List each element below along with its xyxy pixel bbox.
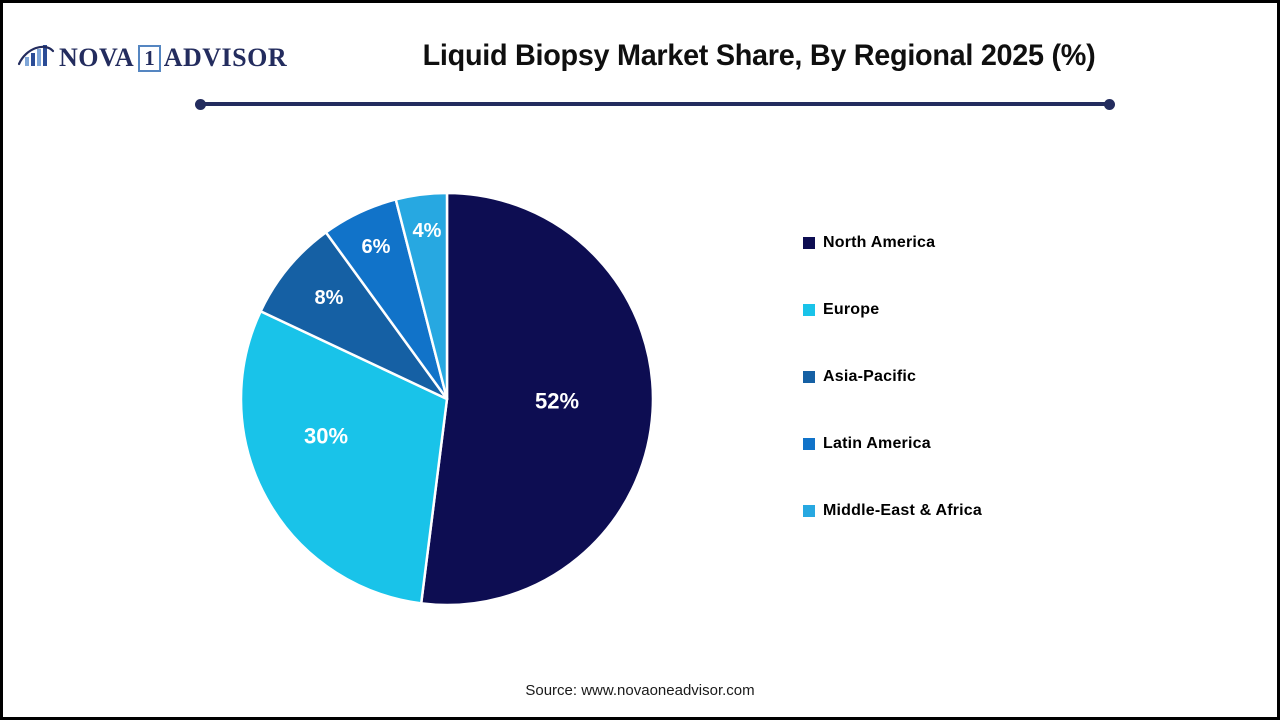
- logo-text-advisor: ADVISOR: [163, 43, 288, 72]
- legend-item-asia-pacific: Asia-Pacific: [803, 366, 982, 388]
- legend-item-north-america: North America: [803, 232, 982, 254]
- pie-slice-middle-east-africa: [394, 191, 449, 401]
- pie-chart: 52% 30% 8% 6% 4%: [227, 179, 667, 619]
- legend-item-latin-america: Latin America: [803, 433, 982, 455]
- pie-slice-asia-pacific: [259, 231, 449, 401]
- pie-slice-value-middle-east-africa: 4%: [413, 220, 442, 242]
- legend-swatch-north-america: [803, 237, 815, 249]
- chart-legend: North America Europe Asia-Pacific Latin Ame…: [803, 232, 982, 567]
- source-attribution: Source: www.novaoneadvisor.com: [525, 682, 755, 699]
- pie-slice-value-latin-america: 6%: [362, 236, 391, 258]
- title-divider-line: [200, 102, 1113, 106]
- legend-label-north-america: North America: [823, 234, 936, 251]
- legend-swatch-asia-pacific: [803, 371, 815, 383]
- pie-slice-value-europe: 30%: [304, 424, 348, 449]
- legend-swatch-latin-america: [803, 438, 815, 450]
- legend-swatch-europe: [803, 304, 815, 316]
- legend-label-europe: Europe: [823, 301, 880, 318]
- legend-label-latin-america: Latin America: [823, 435, 931, 452]
- legend-swatch-middle-east-africa: [803, 505, 815, 517]
- logo-text-nova: NOVA: [59, 43, 135, 72]
- bar-chart-swoosh-icon: [17, 40, 55, 77]
- logo-badge-one: 1: [138, 44, 161, 72]
- pie-slice-north-america: [419, 191, 655, 607]
- nova-one-advisor-logo: NOVA 1 ADVISOR: [17, 41, 287, 75]
- divider-dot-left: [195, 99, 206, 110]
- divider-dot-right: [1104, 99, 1115, 110]
- legend-label-middle-east-africa: Middle-East & Africa: [823, 502, 982, 519]
- pie-slice-europe: [239, 310, 449, 605]
- legend-item-middle-east-africa: Middle-East & Africa: [803, 500, 982, 522]
- legend-label-asia-pacific: Asia-Pacific: [823, 368, 917, 385]
- chart-title: Liquid Biopsy Market Share, By Regional …: [422, 39, 1096, 72]
- pie-slice-value-north-america: 52%: [535, 389, 579, 414]
- legend-item-europe: Europe: [803, 299, 982, 321]
- pie-slice-value-asia-pacific: 8%: [315, 287, 344, 309]
